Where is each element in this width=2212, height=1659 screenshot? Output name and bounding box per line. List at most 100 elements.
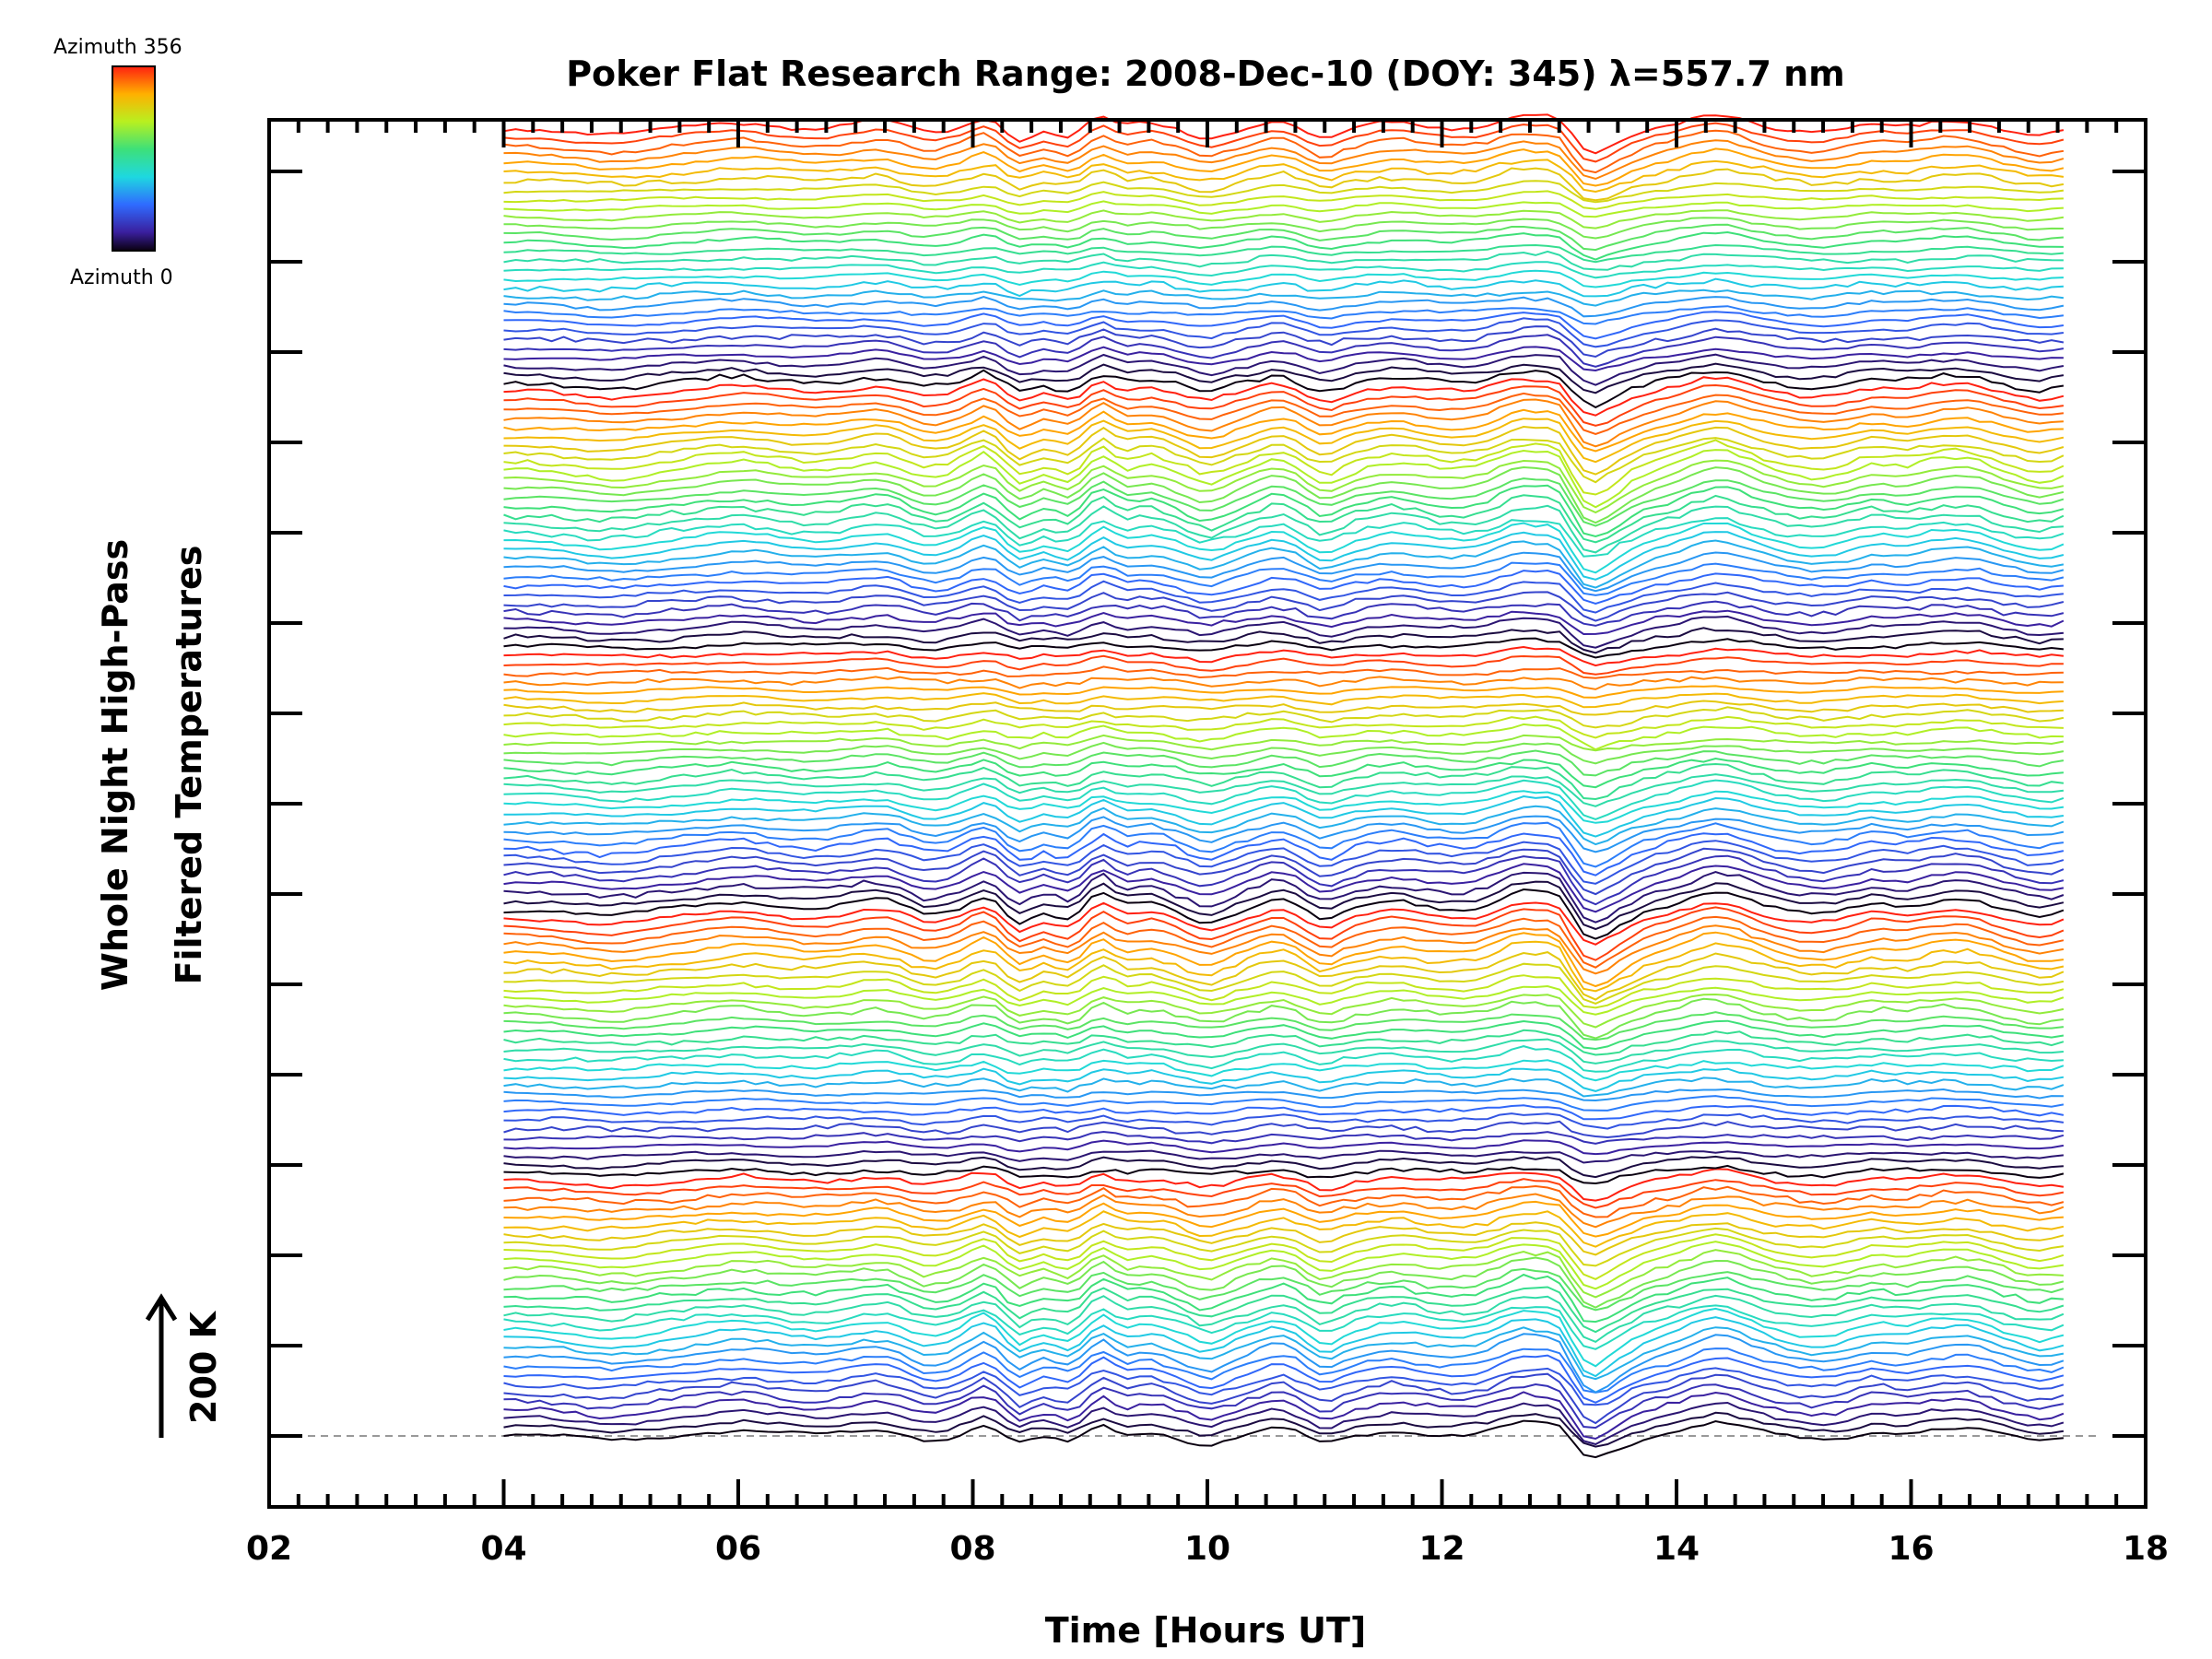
azimuth-trace: [503, 997, 2065, 1040]
azimuth-trace: [503, 847, 2065, 896]
azimuth-trace: [503, 1241, 2065, 1290]
x-tick-label: 14: [1653, 1530, 1700, 1568]
azimuth-trace: [503, 250, 2064, 271]
colorbar: Azimuth 356 Azimuth 0: [53, 36, 182, 289]
x-tick-label: 06: [715, 1530, 761, 1568]
azimuth-trace: [503, 209, 2065, 229]
azimuth-trace: [503, 1354, 2065, 1404]
azimuth-trace: [503, 762, 2065, 801]
azimuth-trace: [503, 1367, 2065, 1406]
azimuth-trace: [503, 200, 2064, 218]
azimuth-trace: [503, 1391, 2065, 1441]
azimuth-trace: [503, 870, 2065, 924]
colorbar-bottom-label: Azimuth 0: [70, 266, 173, 289]
azimuth-trace: [503, 773, 2065, 807]
azimuth-trace: [503, 551, 2065, 593]
colorbar-swatch: [112, 65, 156, 252]
azimuth-trace: [503, 305, 2065, 325]
azimuth-trace: [503, 147, 2065, 187]
azimuth-trace: [503, 901, 2065, 946]
azimuth-trace: [503, 129, 2065, 174]
azimuth-trace: [503, 1221, 2065, 1256]
azimuth-trace: [503, 484, 2065, 538]
azimuth-trace: [503, 1347, 2065, 1394]
azimuth-trace: [503, 984, 2065, 1016]
azimuth-trace: [503, 1249, 2064, 1299]
azimuth-trace: [503, 706, 2065, 729]
scale-bar-arrow-head: [145, 1293, 178, 1322]
azimuth-trace: [503, 1038, 2064, 1065]
azimuth-trace: [503, 715, 2064, 739]
azimuth-trace: [503, 1104, 2065, 1121]
azimuth-trace: [503, 261, 2064, 279]
azimuth-trace: [503, 993, 2065, 1029]
azimuth-trace: [503, 815, 2065, 853]
azimuth-trace: [503, 1382, 2065, 1430]
azimuth-trace: [503, 569, 2064, 606]
azimuth-trace: [503, 600, 2065, 627]
azimuth-trace: [503, 1130, 2065, 1145]
azimuth-trace: [503, 1411, 2065, 1448]
azimuth-trace: [503, 637, 2065, 659]
azimuth-trace: [503, 840, 2065, 885]
azimuth-trace: [503, 723, 2064, 751]
azimuth-trace: [503, 418, 2065, 464]
azimuth-trace: [503, 425, 2065, 476]
azimuth-trace: [503, 1067, 2065, 1092]
azimuth-trace: [503, 1326, 2065, 1381]
azimuth-trace: [503, 951, 2065, 1001]
azimuth-trace: [503, 522, 2065, 574]
scale-bar-label: 200 K: [183, 1310, 224, 1424]
azimuth-trace: [503, 159, 2065, 194]
azimuth-trace: [503, 676, 2064, 690]
azimuth-trace: [503, 369, 2065, 409]
azimuth-trace: [503, 609, 2065, 636]
azimuth-trace: [503, 805, 2065, 846]
azimuth-trace: [503, 122, 2065, 163]
azimuth-trace: [503, 794, 2065, 838]
x-tick-label: 12: [1418, 1530, 1465, 1568]
azimuth-trace: [503, 924, 2065, 975]
azimuth-trace: [503, 1077, 2065, 1098]
azimuth-trace: [503, 517, 2065, 558]
azimuth-trace: [503, 832, 2065, 877]
azimuth-trace: [503, 734, 2065, 752]
azimuth-trace: [503, 854, 2065, 906]
azimuth-trace: [503, 362, 2065, 394]
azimuth-trace: [503, 906, 2065, 961]
azimuth-trace: [503, 974, 2065, 1009]
azimuth-trace: [503, 1227, 2065, 1267]
azimuth-trace: [503, 296, 2065, 318]
azimuth-trace: [503, 915, 2065, 969]
azimuth-trace: [503, 311, 2065, 340]
azimuth-trace: [503, 757, 2064, 789]
azimuth-trace: [503, 1168, 2065, 1202]
azimuth-trace: [503, 353, 2065, 386]
azimuth-trace: [503, 243, 2064, 264]
azimuth-trace: [503, 1178, 2065, 1209]
azimuth-trace: [503, 459, 2065, 514]
azimuth-trace: [503, 439, 2065, 496]
azimuth-trace: [503, 392, 2065, 436]
x-tick-label: 02: [246, 1530, 292, 1568]
azimuth-trace: [503, 1316, 2065, 1378]
azimuth-trace: [503, 449, 2065, 509]
azimuth-trace: [503, 1294, 2065, 1344]
azimuth-trace: [503, 888, 2065, 940]
azimuth-trace: [503, 1307, 2065, 1368]
azimuth-trace: [503, 539, 2065, 589]
azimuth-trace: [503, 230, 2064, 261]
azimuth-trace: [503, 113, 2065, 155]
azimuth-trace: [503, 1029, 2065, 1056]
azimuth-trace: [503, 561, 2065, 596]
azimuth-trace: [503, 180, 2065, 204]
azimuth-trace: [503, 190, 2064, 210]
azimuth-trace: [503, 665, 2064, 679]
x-tick-label: 04: [480, 1530, 526, 1568]
azimuth-trace: [503, 269, 2064, 288]
azimuth-trace: [503, 217, 2064, 240]
azimuth-trace: [503, 962, 2065, 1005]
y-axis-label-line1: Whole Night High-Pass: [95, 539, 135, 991]
x-tick-label: 16: [1888, 1530, 1934, 1568]
